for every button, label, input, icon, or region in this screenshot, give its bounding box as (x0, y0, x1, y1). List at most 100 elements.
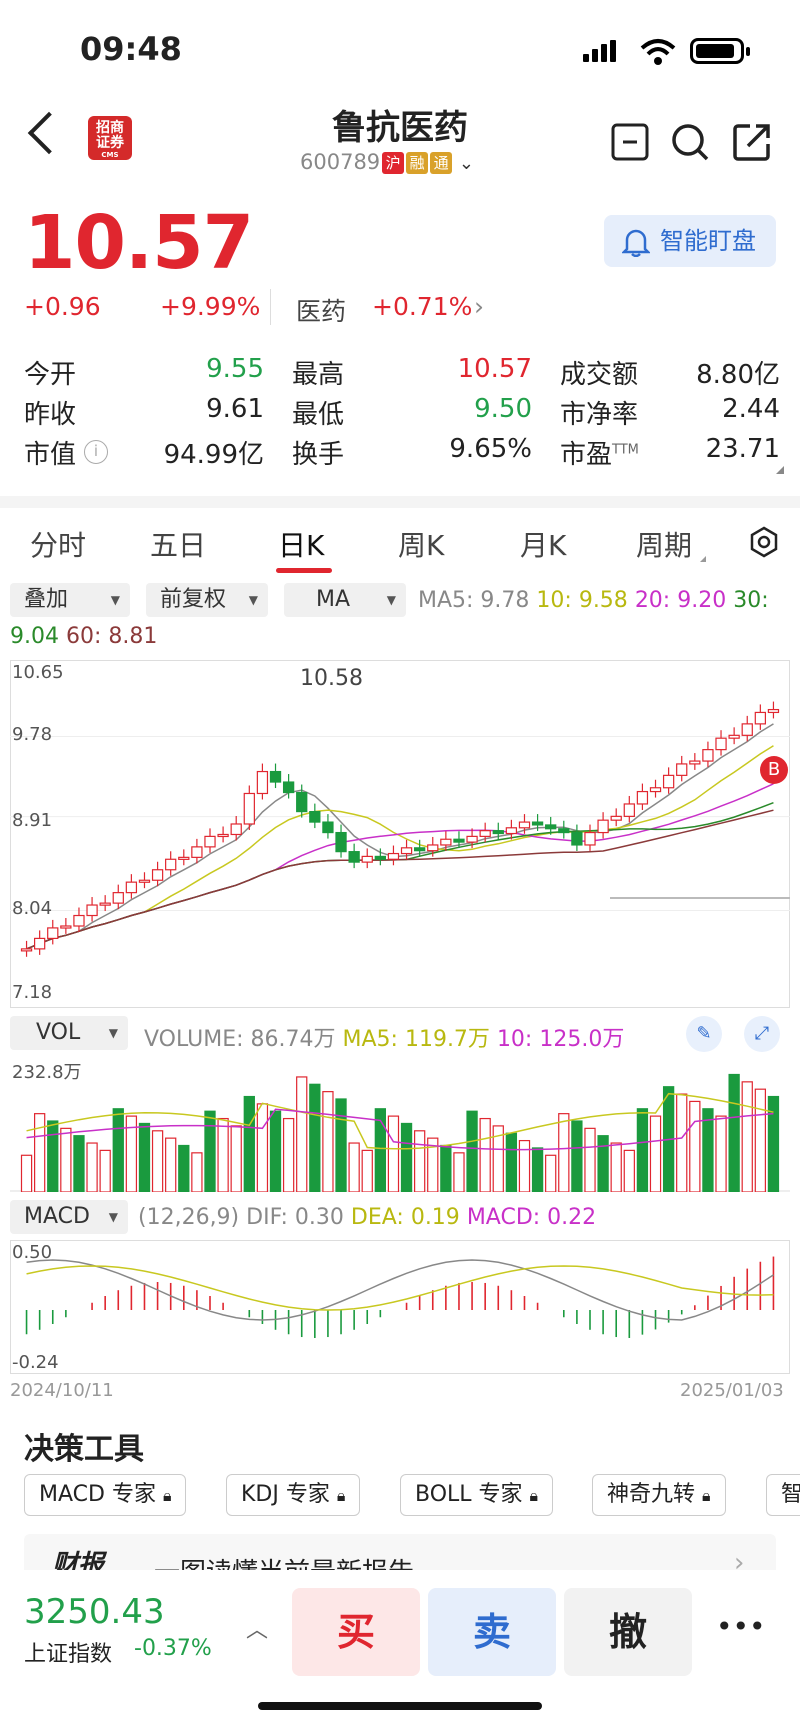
sh-tag: 沪 (382, 152, 405, 174)
tab-daily-k[interactable]: 日K (278, 529, 325, 562)
macd-chart[interactable] (10, 1240, 790, 1374)
tab-monthly-k[interactable]: 月K (520, 529, 567, 562)
macd-legend: (12,26,9) DIF: 0.30 DEA: 0.19 MACD: 0.22 (138, 1205, 597, 1230)
index-name: 上证指数 (24, 1642, 113, 1667)
price-change: +0.96 (24, 292, 101, 321)
cellular-signal-icon (583, 40, 619, 62)
active-tab-indicator (276, 568, 332, 573)
high-price-label: 10.58 (300, 666, 363, 691)
margin-tag: 融 (406, 152, 429, 174)
smart-watch-button[interactable]: 智能盯盘 (604, 215, 776, 267)
stat-value: 8.80亿 (696, 360, 780, 390)
status-time: 09:48 (80, 30, 182, 68)
search-icon[interactable] (670, 122, 710, 162)
stat-value: 9.65% (449, 434, 532, 464)
y-axis-label: 9.78 (12, 724, 53, 745)
stat-label: 市值 (24, 440, 77, 470)
share-icon[interactable] (732, 122, 772, 162)
tab-weekly-k[interactable]: 周K (398, 529, 445, 562)
stat-label: 今开 (24, 360, 77, 390)
connect-tag: 通 (430, 152, 453, 174)
stat-label: 市盈 (560, 440, 613, 470)
bell-icon (622, 229, 650, 257)
tool-macd-expert[interactable]: MACD 专家 🔒︎ (24, 1474, 187, 1516)
y-axis-label: 10.65 (12, 662, 64, 683)
stock-code-selector[interactable]: 600789 沪融通 ⌄ (300, 150, 474, 174)
stats-row: 昨收 9.61 最低 9.50 市净率 2.44 (24, 394, 784, 434)
tools-title: 决策工具 (24, 1432, 144, 1467)
overlay-dropdown[interactable]: 叠加 (10, 583, 130, 617)
macd-y-top: 0.50 (12, 1242, 53, 1263)
tab-intraday[interactable]: 分时 (30, 529, 87, 562)
chevron-right-icon: › (734, 1548, 745, 1578)
macd-dropdown[interactable]: MACD (10, 1200, 128, 1234)
tool-boll-expert[interactable]: BOLL 专家 🔒︎ (400, 1474, 554, 1516)
volume-chart[interactable] (10, 1056, 790, 1192)
adjust-dropdown[interactable]: 前复权 (146, 583, 268, 617)
index-value[interactable]: 3250.43 (24, 1592, 165, 1632)
y-axis-label: 7.18 (12, 982, 53, 1003)
volume-legend: VOLUME: 86.74万 MA5: 119.7万 10: 125.0万 (144, 1027, 625, 1052)
stat-label: 换手 (292, 440, 345, 470)
tool-magic-nine[interactable]: 神奇九转 🔒︎ (592, 1474, 726, 1516)
date-start: 2024/10/11 (10, 1380, 114, 1401)
settings-icon[interactable] (748, 526, 780, 558)
tab-period[interactable]: 周期 (636, 529, 693, 562)
date-end: 2025/01/03 (680, 1380, 784, 1401)
stat-label: 成交额 (560, 360, 639, 390)
wifi-icon (640, 39, 676, 65)
fullscreen-icon[interactable]: ⤢ (744, 1016, 780, 1052)
back-button[interactable] (27, 111, 71, 155)
stat-value: 2.44 (722, 394, 780, 424)
stock-name: 鲁抗医药 (332, 108, 468, 148)
y-axis-label: 8.04 (12, 898, 53, 919)
price-change-pct: +9.99% (160, 292, 261, 321)
buy-signal-marker[interactable]: B (760, 756, 788, 784)
ttm-superscript: TTM (612, 442, 639, 458)
expand-corner-icon[interactable] (776, 466, 784, 474)
stat-label: 最高 (292, 360, 345, 390)
tab-five-day[interactable]: 五日 (150, 529, 207, 562)
tool-kdj-expert[interactable]: KDJ 专家 🔒︎ (226, 1474, 361, 1516)
volume-dropdown[interactable]: VOL (10, 1016, 128, 1050)
edit-icon[interactable]: ✎ (686, 1016, 722, 1052)
lock-icon: 🔒︎ (702, 1486, 711, 1505)
minimize-icon[interactable] (610, 122, 650, 162)
stat-value: 23.71 (705, 434, 780, 464)
index-change: -0.37% (134, 1636, 212, 1661)
stat-value: 9.50 (474, 394, 532, 424)
stats-row: 市值 i 94.99亿 换手 9.65% 市盈TTM 23.71 (24, 434, 784, 474)
sector-name[interactable]: 医药 (296, 297, 347, 326)
lock-icon: 🔒︎ (162, 1486, 172, 1505)
home-indicator (258, 1702, 542, 1710)
stat-label: 最低 (292, 400, 345, 430)
chevron-right-icon[interactable]: › (474, 292, 484, 321)
lock-icon: 🔒︎ (529, 1486, 539, 1505)
current-price: 10.57 (24, 200, 254, 286)
macd-y-bottom: -0.24 (12, 1352, 59, 1373)
chevron-down-icon: ⌄ (458, 153, 474, 174)
stat-value: 9.61 (206, 394, 264, 424)
more-icon[interactable]: ••• (716, 1610, 766, 1643)
sector-change[interactable]: +0.71% (372, 292, 473, 321)
lock-icon: 🔒︎ (336, 1486, 346, 1505)
tool-more[interactable]: 智 (766, 1474, 800, 1516)
ma-legend: MA5: 9.78 10: 9.58 20: 9.20 30: (418, 588, 769, 613)
cancel-order-button[interactable]: 撤 (564, 1588, 692, 1676)
buy-button[interactable]: 买 (292, 1588, 420, 1676)
info-icon[interactable]: i (84, 440, 108, 464)
quote-stats: 今开 9.55 最高 10.57 成交额 8.80亿 昨收 9.61 最低 9.… (24, 354, 784, 474)
stat-label: 市净率 (560, 400, 639, 430)
stats-row: 今开 9.55 最高 10.57 成交额 8.80亿 (24, 354, 784, 394)
broker-logo: 招商证券 CMS (88, 116, 132, 160)
ma-dropdown[interactable]: MA (284, 583, 406, 617)
stat-value: 10.57 (457, 354, 532, 384)
y-axis-label: 8.91 (12, 810, 53, 831)
chevron-up-icon[interactable]: ︿ (246, 1618, 269, 1643)
volume-y-label: 232.8万 (12, 1062, 82, 1083)
kline-chart[interactable] (10, 660, 790, 1008)
stat-value: 94.99亿 (163, 440, 264, 470)
stat-value: 9.55 (206, 354, 264, 384)
stat-label: 昨收 (24, 400, 77, 430)
sell-button[interactable]: 卖 (428, 1588, 556, 1676)
